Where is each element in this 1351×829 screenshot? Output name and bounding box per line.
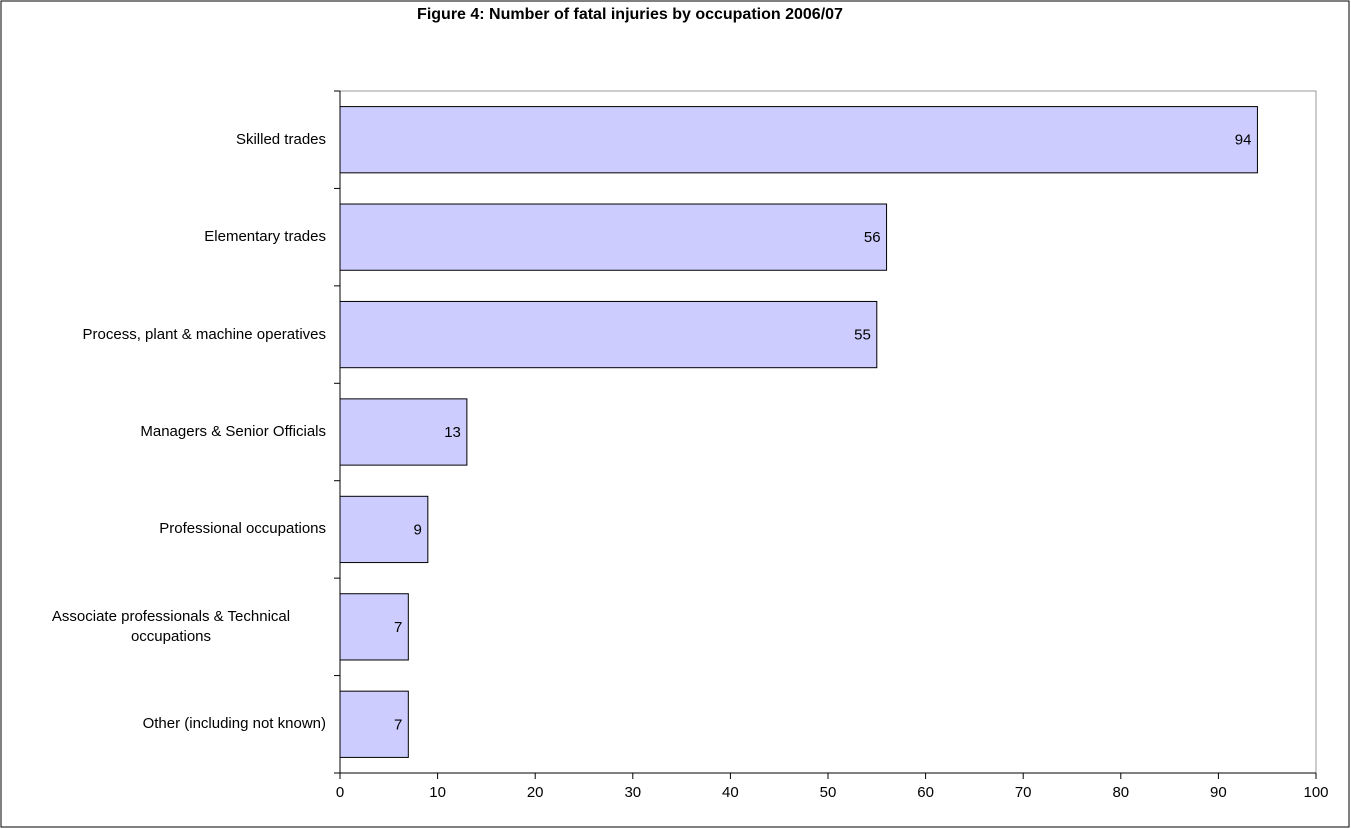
y-tick-label: Skilled trades xyxy=(10,110,326,170)
value-label: 94 xyxy=(1235,132,1252,149)
y-tick-label: Professional occupations xyxy=(10,499,326,559)
x-tick-label: 80 xyxy=(1112,784,1129,801)
category-text: Elementary trades xyxy=(204,228,326,246)
category-text: Other (including not known) xyxy=(142,715,326,733)
category-text: Managers & Senior Officials xyxy=(140,423,326,440)
x-tick-label: 60 xyxy=(917,784,934,801)
y-tick-label: Associate professionals & Technical occu… xyxy=(10,597,326,657)
y-tick-label: Elementary trades xyxy=(10,207,326,267)
x-tick-label: 70 xyxy=(1015,784,1032,801)
x-tick-label: 0 xyxy=(336,784,344,801)
x-tick-label: 50 xyxy=(820,784,837,801)
bar xyxy=(339,690,409,758)
chart-title: Figure 4: Number of fatal injuries by oc… xyxy=(417,6,843,23)
x-tick-label: 30 xyxy=(624,784,641,801)
y-tick-label: Other (including not known) xyxy=(10,694,326,754)
x-tick-label: 10 xyxy=(429,784,446,801)
bar xyxy=(339,495,429,564)
value-label: 7 xyxy=(394,716,402,733)
bar xyxy=(339,398,468,466)
category-text: Skilled trades xyxy=(235,130,326,148)
bar xyxy=(339,106,1258,174)
plot-area xyxy=(339,90,1317,774)
bar xyxy=(339,203,888,271)
x-tick-label: 40 xyxy=(722,784,739,801)
bar xyxy=(339,300,878,369)
value-label: 7 xyxy=(394,619,402,636)
category-text: Process, plant & machine operatives xyxy=(82,325,326,343)
value-label: 56 xyxy=(864,229,881,246)
bar xyxy=(339,593,409,661)
value-label: 13 xyxy=(444,424,461,441)
x-tick-label: 100 xyxy=(1303,784,1328,801)
value-label: 55 xyxy=(854,327,871,344)
category-text: Associate professionals & Technical occu… xyxy=(51,607,291,645)
category-text: Professional occupations xyxy=(159,520,326,538)
value-label: 9 xyxy=(413,521,421,538)
y-tick-label: Process, plant & machine operatives xyxy=(10,305,326,365)
x-tick-label: 90 xyxy=(1210,784,1227,801)
x-tick-label: 20 xyxy=(527,784,544,801)
y-tick-label: Managers & Senior Officials xyxy=(10,402,326,462)
